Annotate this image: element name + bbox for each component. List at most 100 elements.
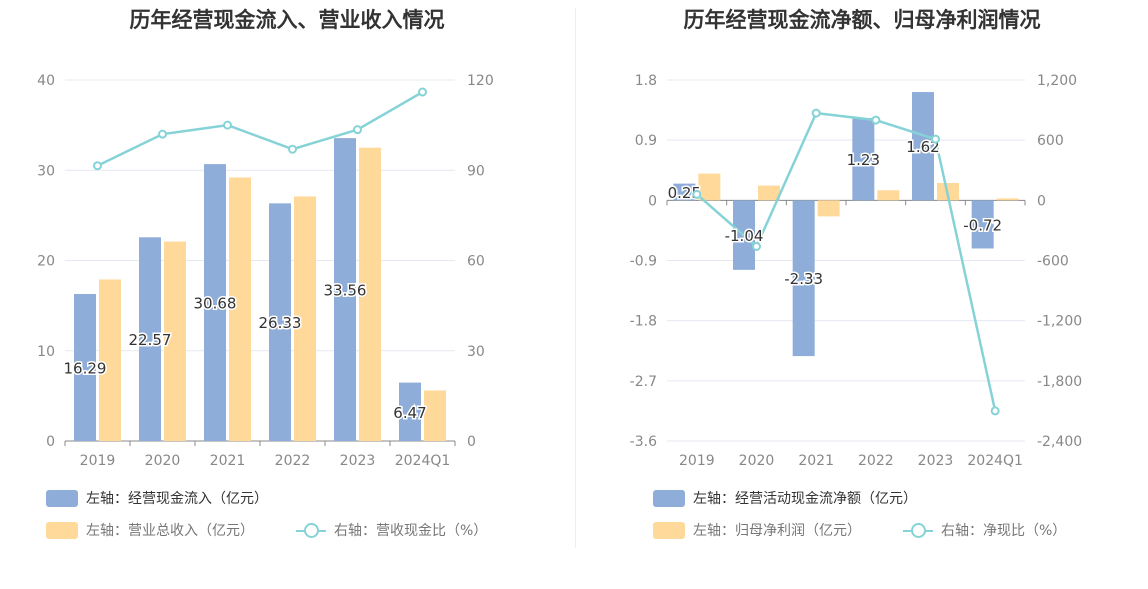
data-label: -1.04 [725,227,764,245]
x-tick-label: 2021 [210,453,246,469]
x-tick-label: 2024Q1 [967,453,1023,469]
legend-swatch [653,489,685,507]
y-left-tick-label: -2.7 [630,374,657,390]
line-marker [158,129,167,139]
x-tick-label: 2019 [679,453,715,469]
y-left-tick-label: 0 [648,193,657,209]
legend-item-net-profit[interactable]: 左轴：归母净利润（亿元） [653,520,861,540]
legend-swatch [46,521,78,539]
panel-divider [575,8,576,548]
y-right-tick-label: 90 [467,163,485,179]
y-left-tick-label: -1.8 [630,314,657,330]
y-left-tick-label: 40 [37,73,55,89]
y-left-tick-label: 1.8 [635,73,657,89]
bar-secondary [424,390,446,441]
y-left-tick-label: 10 [37,344,55,360]
bar-secondary [698,173,721,201]
legend-item-net-cash-ratio[interactable]: 右轴：净现比（%） [903,520,1066,540]
bar-secondary [164,241,186,441]
line-marker [692,189,702,199]
line-marker [990,406,1000,416]
y-left-tick-label: -3.6 [630,434,657,450]
y-right-tick-label: 60 [467,254,485,270]
y-right-tick-label: -600 [1037,254,1069,270]
bar-secondary [877,190,900,201]
bar-secondary [996,198,1019,201]
legend-line-swatch [296,522,326,539]
bar-secondary [817,200,840,217]
bar-primary [673,183,696,201]
y-right-tick-label: 120 [467,73,494,89]
legend-label: 左轴：营业总收入（亿元） [86,523,254,539]
line-marker [93,161,102,171]
x-tick-label: 2020 [739,453,775,469]
legend-swatch [46,489,78,507]
x-tick-label: 2024Q1 [395,453,451,469]
left-chart-plot: 0 10 20 30 40 0 30 60 90 120 2019 2020 2021 2022 2023 2… [37,73,494,469]
y-right-tick-label: -1,200 [1037,314,1082,330]
y-right-tick-label: 0 [467,434,476,450]
legend-swatch [653,521,685,539]
y-right-tick-label: 30 [467,344,485,360]
right-chart-panel: 历年经营现金流净额、归母净利润情况 -3.6 -2.7 -1.8 -0.9 0 0.9 1.… [575,0,1148,589]
y-left-tick-label: 30 [37,163,55,179]
legend-item-net-operating-cash-flow[interactable]: 左轴：经营活动现金流净额（亿元） [653,488,917,508]
data-label: 26.33 [259,314,302,332]
x-tick-label: 2021 [798,453,834,469]
line-marker [871,115,881,125]
legend-label: 左轴：归母净利润（亿元） [693,523,861,539]
y-left-tick-label: 0 [46,434,55,450]
line-marker [811,108,821,118]
legend-label: 右轴：营收现金比（%） [334,523,488,539]
chart-title: 历年经营现金流净额、归母净利润情况 [683,8,1041,32]
data-label: 1.23 [847,151,880,169]
right-chart-plot: -3.6 -2.7 -1.8 -0.9 0 0.9 1.8 -2,400 -1,800 -1,20… [630,73,1082,469]
x-tick-label: 2023 [340,453,376,469]
x-tick-label: 2023 [918,453,954,469]
line-marker [353,125,362,135]
bar-secondary [294,196,316,441]
legend-label: 左轴：经营活动现金流净额（亿元） [693,491,917,507]
data-label: 33.56 [324,282,367,300]
data-label: 16.29 [64,359,107,377]
left-chart-panel: 历年经营现金流入、营业收入情况 0 10 20 30 40 0 30 60 90 120 2019 2… [37,8,494,540]
data-label: -0.72 [963,216,1002,234]
x-tick-label: 2019 [80,453,116,469]
bar-secondary [359,147,381,441]
bar-secondary [229,177,251,441]
legend-item-cash-inflow[interactable]: 左轴：经营现金流入（亿元） [46,488,268,508]
x-tick-label: 2022 [858,453,894,469]
bar-primary [139,237,161,441]
line-marker [931,134,940,144]
y-right-tick-label: -2,400 [1037,434,1082,450]
line-marker [223,120,232,130]
line-marker [288,144,297,154]
bar-primary [204,164,226,441]
bar-primary [971,200,994,249]
chart-title: 历年经营现金流入、营业收入情况 [129,8,445,32]
bar-primary [852,118,875,201]
data-label: 30.68 [194,295,237,313]
legend-label: 左轴：经营现金流入（亿元） [86,491,268,507]
bar-primary [399,382,421,441]
line-series [96,90,424,167]
bar-primary [334,138,356,441]
y-right-tick-label: 1,200 [1037,73,1077,89]
bar-secondary [758,185,780,201]
bar-primary [269,203,291,441]
y-left-tick-label: 0.9 [635,133,657,149]
legend-item-revenue[interactable]: 左轴：营业总收入（亿元） [46,520,254,540]
data-label: 0.25 [668,184,701,202]
bar-secondary [99,279,121,441]
line-marker [418,87,427,97]
x-tick-label: 2022 [275,453,311,469]
data-label: 6.47 [393,404,426,422]
data-label: 22.57 [129,331,172,349]
y-right-tick-label: -1,800 [1037,374,1082,390]
line-series [696,111,997,412]
y-left-tick-label: 20 [37,254,55,270]
bar-primary [912,92,934,201]
y-left-tick-label: -0.9 [630,254,657,270]
legend-item-cash-revenue-ratio[interactable]: 右轴：营收现金比（%） [296,520,487,540]
bar-primary [74,293,96,441]
